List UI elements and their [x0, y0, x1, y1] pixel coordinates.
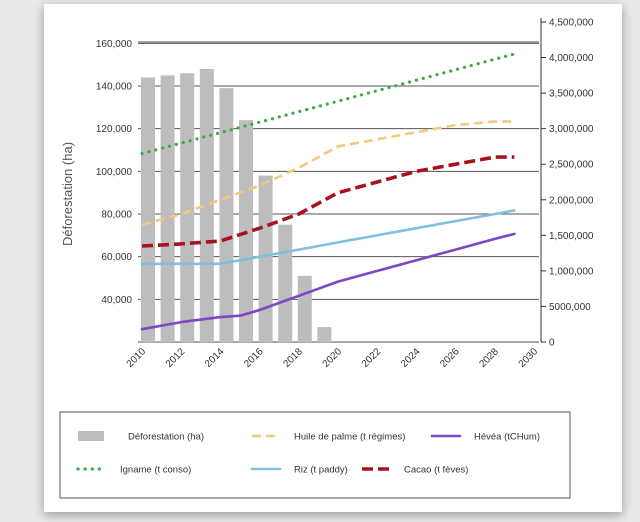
right-tick-label: 2,000,000: [549, 195, 594, 206]
left-tick-label: 40,000: [101, 295, 132, 306]
x-tick-label: 2014: [203, 346, 227, 370]
left-tick-label: 160,000: [96, 39, 133, 50]
chart-card: 40,000 60,000 80,000 100,000 120,000 140,000 1…: [44, 4, 622, 512]
right-tick-label: 5000,000: [549, 302, 591, 313]
bar-deforestation-2012: [180, 73, 195, 342]
bars: [141, 68, 332, 342]
x-tick-label: 2024: [399, 346, 423, 370]
left-tick-label: 120,000: [96, 124, 133, 135]
series-line-riz: [140, 209, 516, 266]
left-tick-label: 140,000: [96, 82, 133, 93]
legend-label: Hévéa (tCHum): [474, 432, 540, 443]
legend-item-deforestation: Déforestation (ha): [78, 431, 204, 443]
grid: [138, 41, 539, 343]
right-tick-label: 4,000,000: [549, 53, 594, 64]
legend-item-cacao: Cacao (t fèves): [362, 465, 468, 476]
bar-deforestation-2010: [141, 77, 155, 342]
legend-label: Huile de palme (t régimes): [294, 432, 405, 443]
x-tick-label: 2020: [321, 346, 345, 370]
lines: [140, 52, 516, 331]
legend-item-huile: Huile de palme (t régimes): [252, 432, 405, 443]
x-tick-label: 2028: [477, 346, 501, 370]
series-line-hevea: [140, 232, 516, 331]
bar-deforestation-2017: [278, 224, 293, 342]
right-tick-label: 1,000,000: [549, 266, 594, 277]
bar-deforestation-2014: [219, 88, 234, 342]
legend-box: [59, 411, 571, 499]
legend-item-hevea: Hévéa (tCHum): [430, 432, 540, 443]
bar-deforestation-2016: [258, 175, 273, 342]
chart: 40,000 60,000 80,000 100,000 120,000 140,000 1…: [59, 18, 594, 499]
right-tick-label: 3,500,000: [549, 89, 594, 100]
left-tick-label: 80,000: [101, 210, 132, 221]
x-tick-label: 2030: [517, 346, 541, 370]
right-tick-label: 3,000,000: [549, 124, 594, 135]
series-line-huile: [141, 120, 515, 226]
right-tick-label: 0: [549, 338, 555, 349]
series-line-cacao: [141, 155, 515, 248]
x-tick-label: 2018: [281, 346, 305, 370]
right-tick-label: 1,500,000: [549, 231, 594, 242]
x-tick-label: 2022: [360, 346, 384, 370]
legend-label: Igname (t conso): [120, 465, 191, 476]
right-tick-label: 2,500,000: [549, 160, 594, 171]
legend-item-riz: Riz (t paddy): [250, 465, 348, 476]
y-axis-label: Déforestation (ha): [60, 142, 75, 246]
bar-deforestation-2018: [297, 275, 312, 342]
x-tick-label: 2026: [438, 346, 462, 370]
legend-label: Cacao (t fèves): [404, 465, 468, 476]
x-tick-label: 2016: [242, 346, 266, 370]
legend-item-igname: Igname (t conso): [76, 465, 191, 476]
x-tick-label: 2012: [164, 346, 188, 370]
legend-swatch: [78, 431, 104, 441]
legend: Déforestation (ha) Huile de palme (t régi…: [59, 411, 571, 499]
legend-label: Riz (t paddy): [294, 465, 348, 476]
x-tick-label: 2010: [125, 346, 149, 370]
left-tick-label: 60,000: [101, 252, 132, 263]
bar-deforestation-2019: [317, 327, 332, 342]
right-tick-label: 4,500,000: [549, 18, 594, 29]
bar-deforestation-2011: [160, 75, 175, 342]
left-tick-label: 100,000: [96, 167, 133, 178]
series-line-igname: [140, 52, 516, 156]
legend-label: Déforestation (ha): [128, 432, 204, 443]
